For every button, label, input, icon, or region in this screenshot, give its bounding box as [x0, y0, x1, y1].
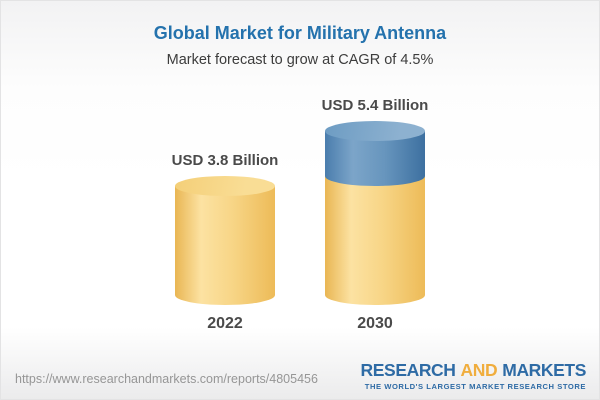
cylinder-2030 — [325, 121, 425, 305]
report-url-link[interactable]: https://www.researchandmarkets.com/repor… — [15, 372, 318, 386]
page-subtitle: Market forecast to grow at CAGR of 4.5% — [166, 52, 434, 68]
cylinder-2030-base-segment — [325, 175, 425, 305]
page-title: Global Market for Military Antenna — [153, 23, 447, 43]
bar-2022-year-label: 2022 — [207, 315, 243, 332]
logo-tagline: THE WORLD'S LARGEST MARKET RESEARCH STOR… — [364, 382, 586, 391]
cylinder-2022 — [175, 175, 275, 305]
logo-word-markets: MARKETS — [502, 360, 586, 380]
research-and-markets-logo: RESEARCH AND MARKETS THE WORLD'S LARGEST M… — [360, 360, 587, 391]
bar-2022: USD 3.8 Billion 2022 — [172, 1, 279, 399]
bar-2030-value-label: USD 5.4 Billion — [321, 97, 429, 115]
logo-wordmark: RESEARCH AND MARKETS — [360, 360, 587, 381]
bar-2030-year-label: 2030 — [357, 315, 393, 332]
cylinder-2022-base-segment — [175, 185, 275, 305]
logo-word-and: AND — [460, 360, 498, 380]
bar-2030: USD 5.4 Billion 2030 — [322, 1, 429, 399]
cylinder-2022-top-cap — [175, 175, 275, 196]
logo-word-research: RESEARCH — [360, 360, 456, 380]
cylinder-2030-top-cap — [325, 121, 425, 142]
bar-2022-value-label: USD 3.8 Billion — [171, 151, 279, 169]
